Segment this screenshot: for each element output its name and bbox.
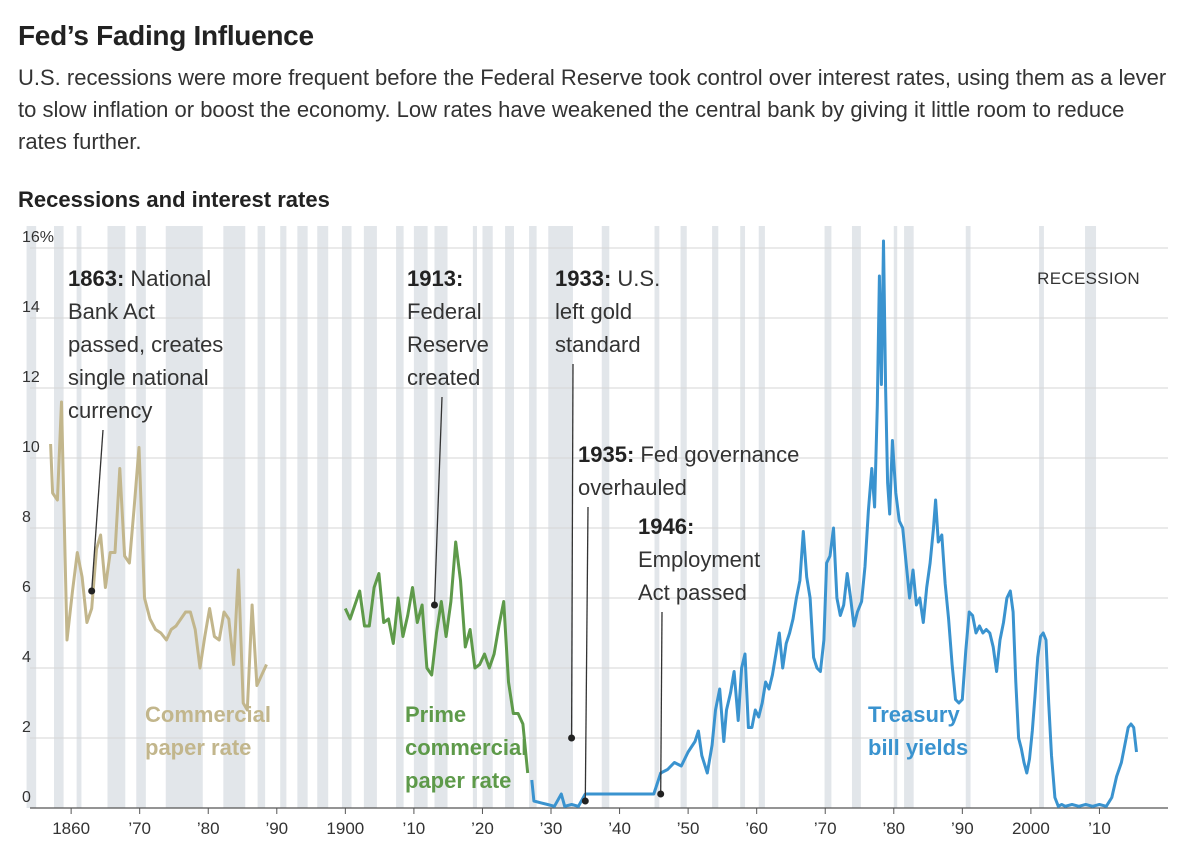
recession-band <box>654 226 660 808</box>
annotation-3: 1935: Fed governance overhauled <box>578 442 799 500</box>
recession-band <box>280 226 287 808</box>
annotation-2: 1933: U.S. left gold standard <box>555 266 660 357</box>
series-label-1: Prime commercial paper rate <box>405 702 527 793</box>
annotation-marker <box>568 734 576 742</box>
recession-band <box>165 226 203 808</box>
recession-band <box>740 226 746 808</box>
x-tick-label: ’70 <box>128 819 151 838</box>
x-tick-label: 1900 <box>326 819 364 838</box>
recession-band <box>1085 226 1097 808</box>
annotation-0: 1863: National Bank Act passed, creates sin… <box>68 266 223 423</box>
recession-band <box>76 226 82 808</box>
chart-title: Recessions and interest rates <box>18 187 330 212</box>
y-tick-label: 4 <box>22 649 31 666</box>
recession-band <box>965 226 971 808</box>
recession-bands <box>26 226 1097 808</box>
recession-band <box>482 226 493 808</box>
annotation-leader <box>91 429 104 592</box>
x-tick-label: ’20 <box>471 819 494 838</box>
recession-band <box>53 226 64 808</box>
recession-band <box>758 226 765 808</box>
recession-band <box>297 226 308 808</box>
x-tick-label: ’60 <box>745 819 768 838</box>
y-tick-label: 12 <box>22 369 40 386</box>
x-tick-label: ’80 <box>882 819 905 838</box>
annotation-leader <box>433 396 443 606</box>
y-axis-ticks: 16% 14 12 10 8 6 4 2 0 <box>22 229 54 806</box>
recession-band <box>680 226 687 808</box>
annotation-marker <box>88 587 96 595</box>
annotation-leader <box>584 506 589 802</box>
recession-band <box>341 226 352 808</box>
annotation-marker <box>581 797 589 805</box>
series-label-2: Treasury bill yields <box>868 702 968 760</box>
y-tick-label: 2 <box>22 719 31 736</box>
recession-band <box>26 226 37 808</box>
x-tick-label: ’90 <box>265 819 288 838</box>
annotation-marker <box>657 790 665 798</box>
x-tick-label: ’70 <box>814 819 837 838</box>
y-tick-label: 6 <box>22 579 31 596</box>
recession-band <box>317 226 329 808</box>
y-tick-label: 0 <box>22 789 31 806</box>
recession-band <box>1039 226 1044 808</box>
x-tick-label: ’80 <box>197 819 220 838</box>
x-tick-label: ’90 <box>951 819 974 838</box>
x-tick-label: ’40 <box>608 819 631 838</box>
recession-band <box>505 226 514 808</box>
recession-band <box>396 226 404 808</box>
x-tick-label: 1860 <box>52 819 90 838</box>
recession-legend-label: RECESSION <box>1037 269 1140 288</box>
recession-band <box>904 226 914 808</box>
annotation-marker <box>430 601 438 609</box>
recession-band <box>472 226 477 808</box>
annotation-leader <box>660 611 663 795</box>
annotation-1: 1913: Federal Reserve created <box>407 266 489 390</box>
gridlines <box>30 247 1168 809</box>
recession-band <box>257 226 266 808</box>
recession-band <box>413 226 428 808</box>
x-tick-label: ’30 <box>540 819 563 838</box>
x-tick-label: ’10 <box>403 819 426 838</box>
y-tick-label: 8 <box>22 509 31 526</box>
recession-band <box>363 226 377 808</box>
series-labels: Commercial paper rate Prime commercial paper… <box>145 702 968 793</box>
recession-band <box>893 226 898 808</box>
recession-band <box>434 226 448 808</box>
series-line-1 <box>343 540 530 774</box>
annotations: 1863: National Bank Act passed, creates sin… <box>68 266 799 805</box>
recession-band <box>851 226 861 808</box>
chart-headline: Fed’s Fading Influence <box>18 20 314 51</box>
series-label-0: Commercial paper rate <box>145 702 271 760</box>
x-tick-label: ’50 <box>677 819 700 838</box>
recession-band <box>824 226 832 808</box>
recession-band <box>529 226 537 808</box>
series-line-2 <box>530 239 1138 808</box>
recession-band <box>601 226 610 808</box>
recession-band <box>223 226 246 808</box>
y-tick-label: 10 <box>22 439 40 456</box>
chart-dek: U.S. recessions were more frequent befor… <box>18 65 1167 154</box>
y-tick-label: 14 <box>22 299 40 316</box>
annotation-leader <box>570 363 574 739</box>
recession-band <box>548 226 573 808</box>
x-tick-label: ’10 <box>1088 819 1111 838</box>
x-tick-label: 2000 <box>1012 819 1050 838</box>
x-axis-ticks: 1860 ’70 ’80 ’90 1900 ’10 ’20 ’30 ’40 ’50 ’60 ’70 ’8… <box>52 808 1111 838</box>
series-line-0 <box>49 400 268 712</box>
series-lines <box>49 239 1138 808</box>
annotation-4: 1946: Employment Act passed <box>638 514 760 605</box>
y-tick-label: 16% <box>22 229 54 246</box>
recession-band <box>712 226 719 808</box>
